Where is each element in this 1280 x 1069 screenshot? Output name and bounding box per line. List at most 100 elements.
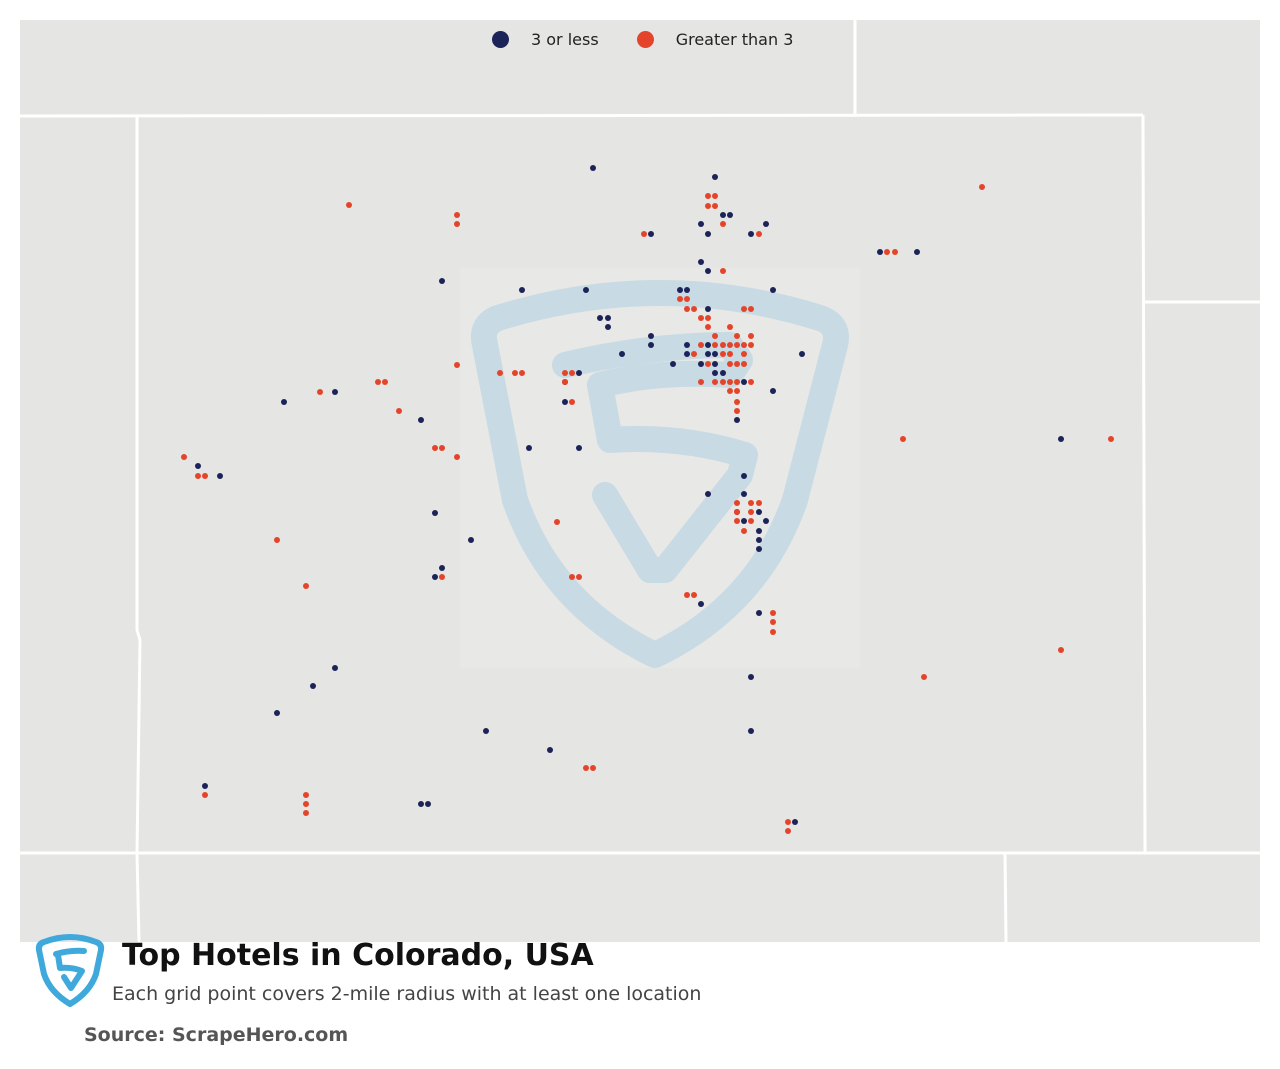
grid-point-high	[439, 445, 445, 451]
grid-point-high	[884, 249, 890, 255]
grid-point-high	[785, 819, 791, 825]
grid-point-high	[641, 231, 647, 237]
grid-point-high	[720, 379, 726, 385]
grid-point-high	[684, 296, 690, 302]
grid-point-low	[605, 324, 611, 330]
grid-point-high	[741, 351, 747, 357]
grid-point-high	[454, 362, 460, 368]
grid-point-low	[670, 361, 676, 367]
grid-point-high	[748, 333, 754, 339]
grid-point-high	[748, 500, 754, 506]
grid-point-high	[432, 445, 438, 451]
grid-point-high	[741, 342, 747, 348]
grid-point-high	[569, 574, 575, 580]
grid-point-low	[605, 315, 611, 321]
grid-point-high	[698, 342, 704, 348]
grid-point-low	[712, 361, 718, 367]
grid-point-low	[756, 509, 762, 515]
grid-point-low	[741, 491, 747, 497]
grid-point-high	[705, 203, 711, 209]
grid-point-high	[317, 389, 323, 395]
grid-point-low	[712, 351, 718, 357]
grid-point-high	[346, 202, 352, 208]
grid-point-low	[698, 259, 704, 265]
grid-point-low	[763, 518, 769, 524]
grid-point-high	[892, 249, 898, 255]
grid-point-high	[705, 193, 711, 199]
grid-point-high	[181, 454, 187, 460]
grid-point-low	[792, 819, 798, 825]
grid-point-low	[799, 351, 805, 357]
grid-point-high	[727, 388, 733, 394]
grid-point-high	[734, 518, 740, 524]
grid-point-high	[677, 296, 683, 302]
grid-point-high	[519, 370, 525, 376]
grid-point-low	[648, 342, 654, 348]
grid-point-low	[684, 342, 690, 348]
grid-point-high	[734, 333, 740, 339]
grid-point-high	[439, 574, 445, 580]
grid-point-high	[454, 212, 460, 218]
grid-point-high	[770, 629, 776, 635]
grid-point-high	[727, 379, 733, 385]
grid-point-high	[748, 509, 754, 515]
grid-point-high	[684, 306, 690, 312]
grid-point-low	[281, 399, 287, 405]
grid-point-low	[576, 370, 582, 376]
grid-point-high	[554, 519, 560, 525]
grid-point-high	[748, 518, 754, 524]
grid-point-high	[734, 399, 740, 405]
grid-point-low	[756, 528, 762, 534]
grid-point-high	[569, 399, 575, 405]
grid-point-high	[691, 351, 697, 357]
grid-point-high	[921, 674, 927, 680]
grid-point-high	[512, 370, 518, 376]
grid-point-high	[497, 370, 503, 376]
grid-point-high	[734, 361, 740, 367]
grid-point-high	[382, 379, 388, 385]
grid-point-high	[720, 268, 726, 274]
grid-point-low	[1058, 436, 1064, 442]
grid-point-high	[734, 388, 740, 394]
grid-point-high	[712, 342, 718, 348]
grid-point-high	[684, 592, 690, 598]
grid-point-low	[274, 710, 280, 716]
legend: 3 or less Greater than 3	[492, 30, 831, 49]
legend-label-high: Greater than 3	[675, 30, 794, 49]
grid-point-low	[310, 683, 316, 689]
grid-point-low	[748, 674, 754, 680]
legend-item-high: Greater than 3	[636, 30, 794, 49]
grid-point-low	[756, 537, 762, 543]
grid-point-high	[727, 324, 733, 330]
legend-dot-low	[492, 31, 509, 48]
grid-point-low	[332, 665, 338, 671]
grid-point-low	[877, 249, 883, 255]
grid-point-high	[734, 342, 740, 348]
grid-point-low	[526, 445, 532, 451]
grid-point-low	[648, 231, 654, 237]
grid-point-high	[734, 408, 740, 414]
grid-point-low	[439, 278, 445, 284]
grid-point-low	[684, 351, 690, 357]
grid-point-high	[583, 765, 589, 771]
grid-point-high	[727, 342, 733, 348]
map	[19, 20, 1260, 943]
grid-point-high	[748, 342, 754, 348]
grid-point-high	[303, 792, 309, 798]
map-subtitle: Each grid point covers 2-mile radius wit…	[112, 983, 702, 1005]
legend-item-low: 3 or less	[492, 30, 599, 49]
grid-point-low	[705, 231, 711, 237]
grid-point-high	[274, 537, 280, 543]
grid-point-low	[583, 287, 589, 293]
grid-point-high	[785, 828, 791, 834]
grid-point-high	[705, 315, 711, 321]
scrapehero-logo-icon	[35, 934, 105, 1007]
grid-point-high	[741, 528, 747, 534]
grid-point-low	[597, 315, 603, 321]
legend-dot-high	[636, 31, 654, 48]
grid-point-low	[195, 463, 201, 469]
grid-point-high	[720, 221, 726, 227]
grid-point-low	[519, 287, 525, 293]
grid-point-low	[619, 351, 625, 357]
grid-point-high	[698, 379, 704, 385]
